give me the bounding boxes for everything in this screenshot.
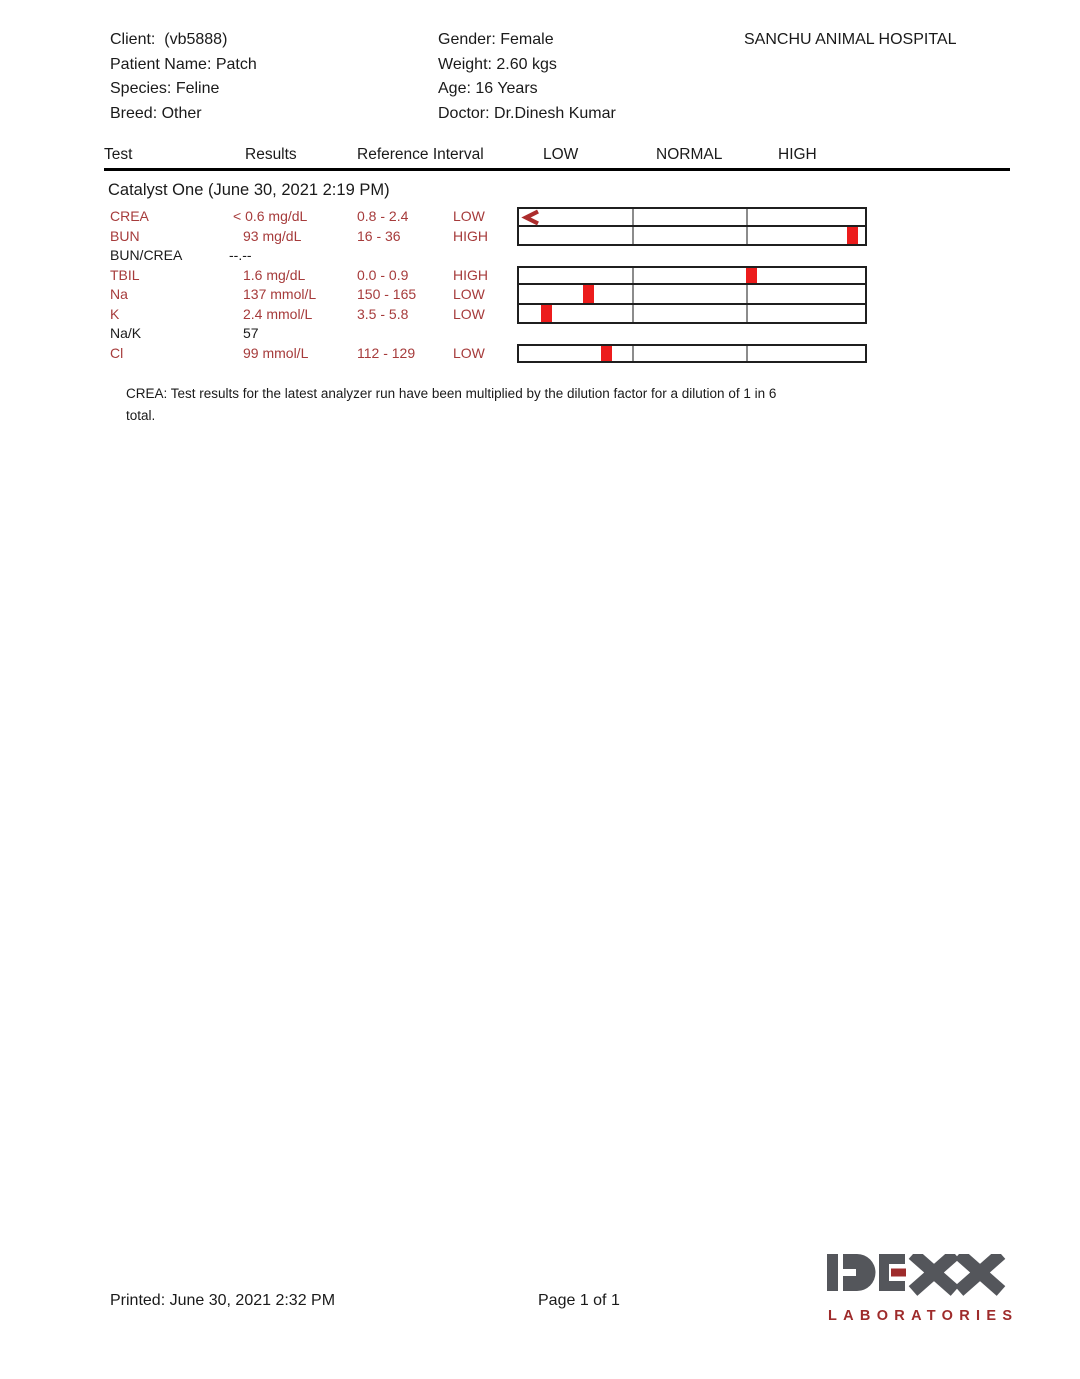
test-name: CREA [110, 208, 149, 224]
column-header-low: LOW [543, 146, 579, 163]
range-bar [517, 226, 867, 246]
result-flag: LOW [453, 344, 485, 361]
result-row: Na 137 mmol/L 150 - 165 LOW [0, 285, 1080, 305]
idexx-logo-graphic: LABORATORIES [827, 1249, 1012, 1324]
range-bar [517, 265, 867, 285]
result-flag: HIGH [453, 266, 488, 283]
test-result: 99 mmol/L [243, 344, 309, 361]
range-divider [746, 285, 749, 303]
range-divider [746, 345, 749, 361]
range-divider [631, 209, 634, 225]
results-rows: CREA < 0.6 mg/dL 0.8 - 2.4 LOW BUN 93 mg… [0, 207, 1080, 367]
result-row: Cl 99 mmol/L 112 - 129 LOW [0, 343, 1080, 363]
hospital-name: SANCHU ANIMAL HOSPITAL [744, 31, 957, 48]
result-row: CREA < 0.6 mg/dL 0.8 - 2.4 LOW [0, 207, 1080, 227]
column-header-test: Test [104, 146, 133, 163]
test-name: BUN [110, 227, 140, 244]
range-bar [517, 343, 867, 363]
idexx-wordmark [827, 1249, 1006, 1296]
reference-interval: 112 - 129 [357, 344, 416, 361]
test-result: --.-- [229, 247, 252, 263]
test-result: 2.4 mmol/L [243, 305, 313, 322]
range-bar [517, 207, 867, 227]
test-result: 57 [243, 325, 259, 341]
result-flag: LOW [453, 208, 485, 224]
result-row: TBIL 1.6 mg/dL 0.0 - 0.9 HIGH [0, 265, 1080, 285]
column-header-results: Results [245, 146, 297, 163]
reference-interval: 0.8 - 2.4 [357, 208, 409, 224]
column-header-reference-interval: Reference Interval [357, 146, 484, 163]
test-name: K [110, 305, 120, 322]
test-name: Na [110, 286, 128, 302]
result-marker [601, 345, 613, 361]
weight-line: Weight: 2.60 kgs [438, 55, 557, 73]
test-result: 93 mg/dL [243, 227, 302, 244]
idexx-red-dash [891, 1268, 906, 1277]
reference-interval: 16 - 36 [357, 227, 401, 244]
range-divider [631, 267, 634, 283]
idexx-logo: LABORATORIES [827, 1249, 1015, 1328]
laboratories-label: LABORATORIES [828, 1308, 1012, 1324]
analyzer-section-title: Catalyst One (June 30, 2021 2:19 PM) [108, 181, 390, 199]
patient-name-line: Patient Name: Patch [110, 55, 257, 73]
breed-line: Breed: Other [110, 105, 202, 123]
range-bar [517, 304, 867, 324]
species-line: Species: Feline [110, 80, 220, 98]
gender-line: Gender: Female [438, 31, 554, 48]
header-rule [104, 168, 1010, 171]
result-flag: LOW [453, 286, 485, 302]
range-divider [631, 285, 634, 303]
range-divider [631, 345, 634, 361]
results-table-header: Test Results Reference Interval LOW NORM… [0, 146, 1080, 168]
range-divider [746, 304, 749, 322]
printed-timestamp: Printed: June 30, 2021 2:32 PM [110, 1292, 336, 1309]
test-name: Na/K [110, 325, 142, 341]
doctor-line: Doctor: Dr.Dinesh Kumar [438, 105, 616, 123]
result-row: Na/K 57 [0, 324, 1080, 344]
range-divider [631, 304, 634, 322]
age-line: Age: 16 Years [438, 80, 538, 98]
range-divider [631, 226, 634, 244]
result-row: BUN/CREA --.-- [0, 246, 1080, 266]
dilution-note: CREA: Test results for the latest analyz… [126, 383, 776, 426]
result-flag: LOW [453, 305, 485, 322]
test-result: 137 mmol/L [243, 286, 317, 302]
patient-info-middle: Gender: Female Weight: 2.60 kgs Age: 16 … [438, 28, 616, 127]
reference-interval: 0.0 - 0.9 [357, 266, 409, 283]
test-name: BUN/CREA [110, 247, 183, 263]
dilution-note-line: total. [126, 407, 156, 423]
column-header-high: HIGH [778, 146, 817, 163]
test-name: TBIL [110, 266, 140, 283]
range-bar [517, 285, 867, 305]
result-row: BUN 93 mg/dL 16 - 36 HIGH [0, 226, 1080, 246]
result-marker [846, 226, 858, 244]
reference-interval: 3.5 - 5.8 [357, 305, 409, 322]
test-name: Cl [110, 344, 124, 361]
dilution-note-line: CREA: Test results for the latest analyz… [126, 386, 777, 401]
test-result: 1.6 mg/dL [243, 266, 306, 283]
result-marker [745, 267, 757, 283]
result-marker [582, 285, 594, 303]
result-row: K 2.4 mmol/L 3.5 - 5.8 LOW [0, 304, 1080, 324]
result-marker [541, 304, 553, 322]
below-range-arrow-icon [521, 209, 539, 226]
test-result: < 0.6 mg/dL [233, 208, 308, 224]
result-flag: HIGH [453, 227, 488, 244]
range-divider [746, 226, 749, 244]
reference-interval: 150 - 165 [357, 286, 417, 302]
client-line: Client: (vb5888) [110, 31, 228, 48]
patient-info-left: Client: (vb5888) Patient Name: Patch Spe… [110, 28, 257, 127]
column-header-normal: NORMAL [656, 146, 723, 163]
range-divider [746, 209, 749, 225]
page-number: Page 1 of 1 [538, 1292, 620, 1309]
